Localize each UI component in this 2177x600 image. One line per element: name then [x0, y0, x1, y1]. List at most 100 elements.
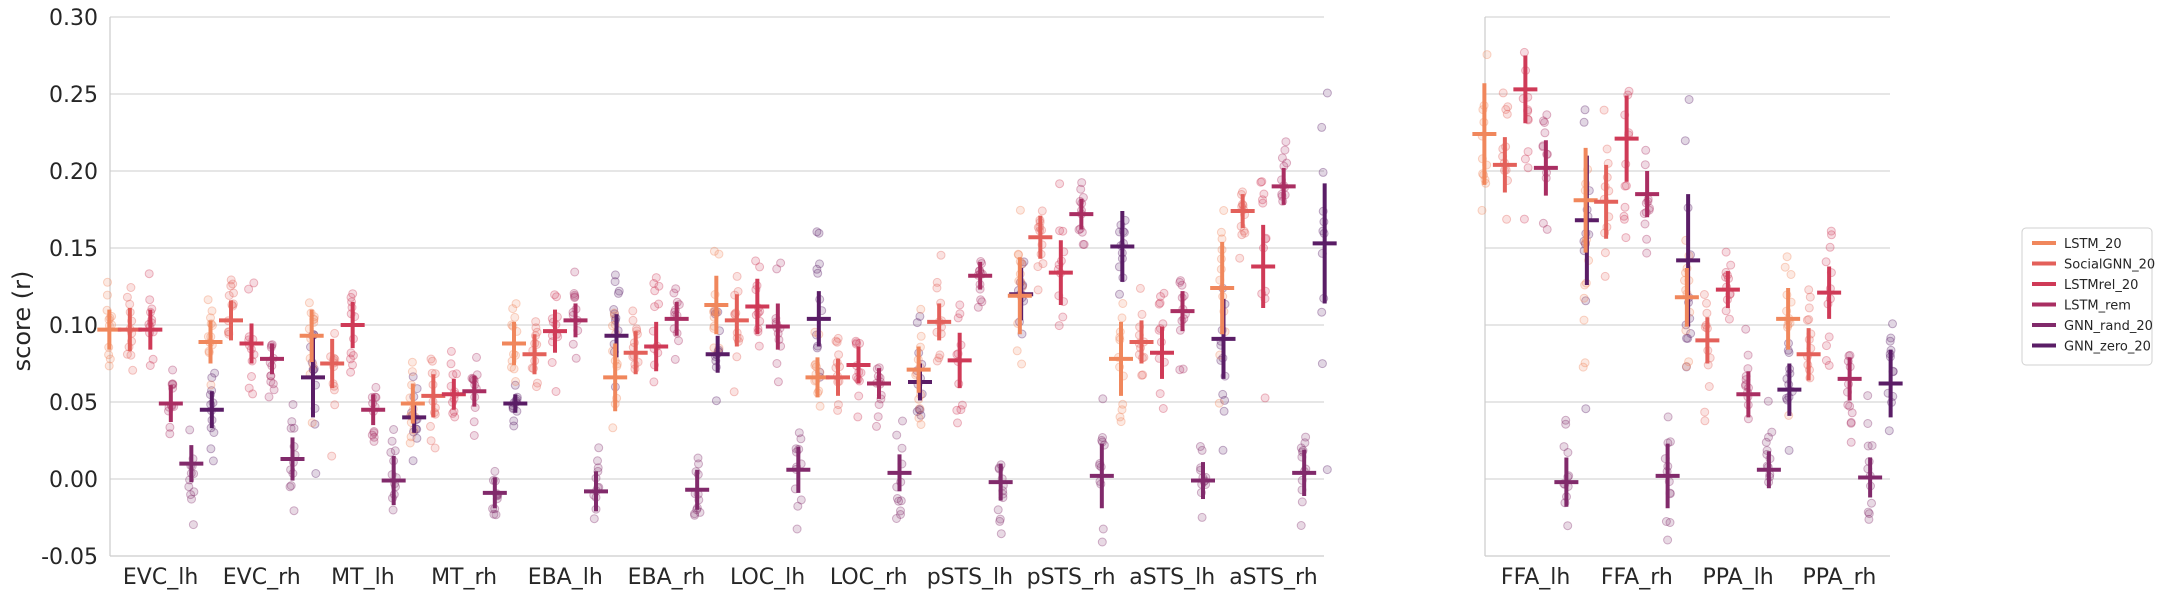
subject-point — [1621, 181, 1631, 191]
subject-point — [831, 336, 841, 346]
subject-point — [1015, 205, 1025, 215]
subject-point — [1641, 145, 1651, 155]
subject-point — [1281, 137, 1291, 147]
subject-point — [226, 275, 236, 285]
subject-point — [1117, 405, 1127, 415]
subject-point — [1098, 394, 1108, 404]
subject-point — [833, 405, 843, 415]
subject-point — [1621, 233, 1631, 243]
subject-point — [1721, 247, 1731, 257]
subject-point — [1802, 315, 1812, 325]
subject-point — [711, 396, 721, 406]
subject-point — [1888, 319, 1897, 329]
subject-point — [794, 428, 804, 438]
subject-point — [1542, 110, 1552, 120]
subject-point — [1055, 179, 1065, 189]
subject-point — [1700, 407, 1710, 417]
subject-point — [834, 350, 844, 360]
subject-point — [953, 313, 963, 323]
subject-point — [1012, 346, 1022, 356]
subject-point — [1826, 226, 1836, 236]
subject-point — [186, 490, 196, 500]
subject-point — [1318, 167, 1328, 177]
subject-point — [729, 387, 739, 397]
subject-point — [1780, 262, 1790, 272]
subject-point — [1256, 177, 1266, 187]
subject-point — [311, 469, 321, 478]
subject-point — [1563, 521, 1573, 531]
subject-point — [1886, 333, 1896, 343]
subject-point — [1502, 214, 1512, 224]
subject-point — [1076, 184, 1086, 194]
tick-label-layer: -0.05 0.00 0.05 0.10 0.15 0.20 0.25 0.30 EVC_lh E… — [41, 6, 1876, 590]
subject-point — [1077, 178, 1087, 188]
subject-point — [1259, 189, 1269, 199]
subject-point — [651, 273, 661, 283]
subject-point — [1580, 358, 1590, 368]
subject-point — [1743, 350, 1753, 360]
subject-point — [916, 331, 926, 341]
subject-point — [426, 421, 435, 431]
subject-point — [732, 352, 742, 362]
subject-point — [693, 453, 703, 463]
subject-point — [776, 258, 786, 268]
subject-point — [1523, 163, 1533, 173]
subject-point — [224, 291, 234, 300]
subject-point — [1540, 128, 1550, 138]
subject-point — [976, 295, 986, 305]
subject-point — [1282, 158, 1292, 168]
y-tick-label: 0.25 — [49, 83, 98, 108]
subject-point — [1296, 521, 1306, 530]
subject-point — [1138, 370, 1148, 380]
subject-point — [248, 389, 258, 399]
subject-point — [832, 337, 842, 347]
subject-point — [209, 428, 219, 437]
subject-point — [1599, 105, 1609, 115]
subject-point — [304, 298, 314, 308]
subject-point — [892, 494, 902, 503]
subject-point — [1804, 303, 1814, 313]
subject-point — [1786, 270, 1796, 279]
x-tick-label: EVC_lh — [123, 565, 198, 590]
subject-point — [772, 264, 782, 274]
subject-point — [387, 436, 397, 446]
subject-point — [1559, 442, 1569, 452]
subject-point — [814, 228, 824, 238]
subject-point — [609, 305, 619, 314]
subject-point — [1175, 277, 1185, 287]
subject-point — [973, 302, 983, 312]
subject-point — [1038, 259, 1048, 269]
subject-point — [128, 365, 138, 375]
subject-point — [570, 293, 580, 303]
subject-point — [936, 250, 946, 260]
subject-point — [346, 367, 356, 377]
subject-point — [1581, 296, 1591, 306]
subject-point — [593, 463, 603, 473]
subject-point — [1620, 181, 1630, 191]
subject-point — [912, 318, 922, 328]
subject-point — [932, 283, 942, 293]
subject-point — [1619, 214, 1629, 224]
subject-point — [1843, 400, 1853, 410]
subject-point — [1724, 314, 1734, 324]
subject-point — [1681, 362, 1691, 372]
x-tick-label: EBA_lh — [528, 565, 603, 590]
subject-point — [1822, 341, 1831, 351]
subject-point — [1620, 202, 1630, 212]
subject-point — [208, 456, 218, 466]
subject-point — [934, 353, 944, 363]
subject-point — [1602, 144, 1612, 154]
subject-point — [165, 429, 175, 439]
subject-point — [307, 418, 317, 428]
subject-point — [670, 354, 680, 364]
subject-point — [1782, 252, 1792, 262]
subject-point — [571, 353, 581, 363]
subject-point — [993, 505, 1003, 515]
subject-point — [1867, 498, 1876, 508]
subject-point — [1197, 445, 1207, 455]
subject-point — [1825, 242, 1835, 252]
subject-point — [589, 514, 599, 524]
subject-point — [1155, 389, 1165, 399]
subject-point — [1885, 336, 1895, 346]
x-tick-label: aSTS_lh — [1129, 565, 1215, 590]
